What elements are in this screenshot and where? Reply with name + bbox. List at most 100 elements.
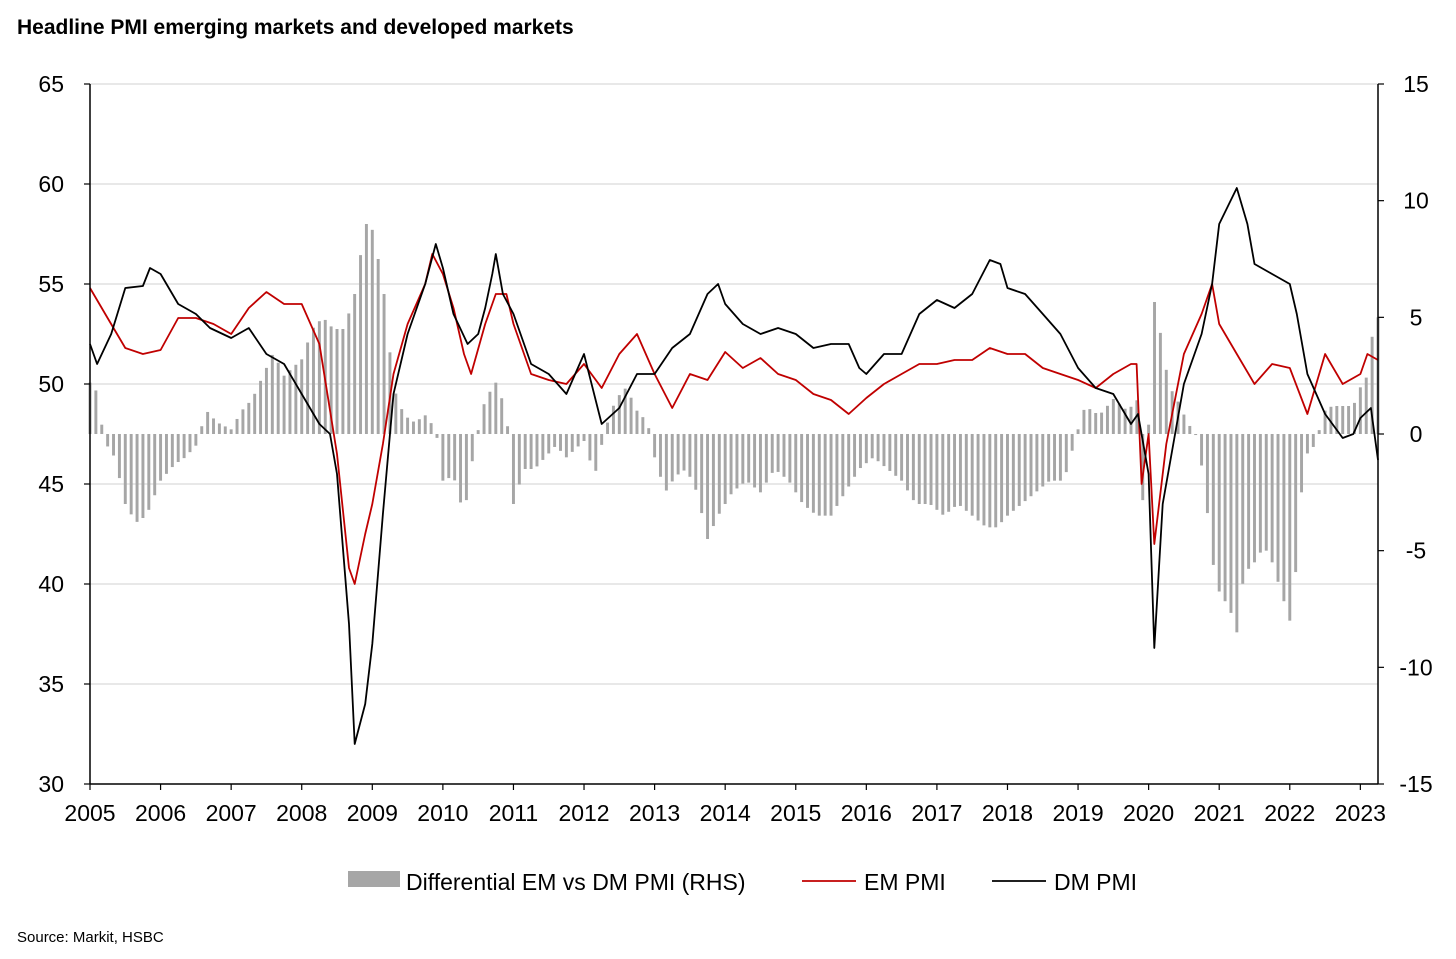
diff-bar xyxy=(811,434,815,513)
diff-bar xyxy=(1282,434,1286,602)
diff-bar xyxy=(1006,434,1009,516)
diff-bar xyxy=(823,434,827,516)
diff-bar xyxy=(900,434,904,481)
diff-bar xyxy=(206,411,210,434)
diff-bar xyxy=(394,393,398,434)
diff-bar xyxy=(735,434,739,489)
diff-bar xyxy=(817,434,821,516)
y-left-tick-label: 65 xyxy=(38,71,64,97)
diff-bar xyxy=(435,434,439,438)
diff-bar xyxy=(300,359,304,434)
diff-bar xyxy=(276,362,280,434)
y-left-tick-label: 40 xyxy=(38,571,64,597)
diff-bar xyxy=(406,417,410,434)
y-right-tick-label: -5 xyxy=(1406,538,1426,564)
diff-bar xyxy=(923,434,927,504)
x-tick-label: 2013 xyxy=(629,800,680,826)
x-tick-label: 2016 xyxy=(841,800,892,826)
diff-bar xyxy=(1188,425,1192,434)
diff-bar xyxy=(223,426,227,434)
diff-bar xyxy=(1200,434,1204,466)
diff-bar xyxy=(94,390,98,434)
diff-bar xyxy=(982,434,986,526)
diff-bar xyxy=(288,370,292,434)
line-series xyxy=(89,187,1379,745)
diff-bar xyxy=(1158,332,1162,434)
x-tick-label: 2021 xyxy=(1194,800,1245,826)
diff-bar xyxy=(753,434,757,488)
diff-bar xyxy=(806,434,809,508)
x-tick-label: 2005 xyxy=(64,800,115,826)
legend-label-dm: DM PMI xyxy=(1054,869,1137,895)
diff-bar xyxy=(1323,410,1327,434)
diff-bar xyxy=(1205,434,1209,514)
diff-bar xyxy=(523,434,527,469)
diff-bar xyxy=(688,434,692,477)
diff-bar xyxy=(617,395,621,434)
diff-bar xyxy=(1082,409,1086,434)
diff-bar xyxy=(341,329,345,434)
diff-bar xyxy=(770,434,774,473)
diff-bar xyxy=(1258,434,1262,553)
diff-bar xyxy=(1153,302,1156,434)
diff-bar xyxy=(1094,413,1098,434)
diff-bar xyxy=(782,434,786,477)
diff-bar xyxy=(659,434,662,477)
x-tick-label: 2012 xyxy=(558,800,609,826)
diff-bar xyxy=(1194,434,1198,436)
y-right-tick-label: -10 xyxy=(1399,654,1432,680)
diff-bar xyxy=(123,434,127,504)
diff-bar xyxy=(217,423,221,434)
diff-bar xyxy=(1111,399,1115,434)
diff-bar xyxy=(423,415,427,434)
x-tick-label: 2023 xyxy=(1335,800,1386,826)
diff-bar xyxy=(611,405,615,434)
diff-bar xyxy=(294,364,298,434)
diff-bar xyxy=(1088,409,1092,434)
diff-bar xyxy=(694,434,698,490)
diff-bar xyxy=(553,434,557,447)
diff-bar xyxy=(1182,414,1186,434)
diff-bar xyxy=(682,434,686,471)
y-right-tick-label: 0 xyxy=(1410,421,1423,447)
diff-bar xyxy=(1241,434,1245,584)
diff-bar xyxy=(906,434,909,491)
diff-bar xyxy=(958,434,962,506)
diff-bar xyxy=(711,434,715,527)
diff-bar xyxy=(1058,434,1062,481)
diff-bar xyxy=(970,434,974,516)
diff-bar xyxy=(1329,406,1333,434)
diff-bar xyxy=(1270,434,1274,563)
diff-bar xyxy=(429,423,433,434)
diff-bar xyxy=(159,434,163,481)
diff-bar xyxy=(117,434,121,479)
diff-bar xyxy=(917,434,921,504)
diff-bar xyxy=(764,434,768,483)
grid-layer xyxy=(90,83,1378,685)
diff-bar xyxy=(359,255,363,434)
x-tick-label: 2019 xyxy=(1052,800,1103,826)
diff-bar xyxy=(1011,434,1015,511)
diff-bar xyxy=(1235,434,1239,633)
legend-label-differential: Differential EM vs DM PMI (RHS) xyxy=(406,869,746,895)
diff-bar xyxy=(447,434,451,479)
x-tick-label: 2006 xyxy=(135,800,186,826)
diff-bar xyxy=(470,434,474,462)
diff-bar xyxy=(1141,434,1145,501)
diff-bar xyxy=(129,434,133,515)
diff-bar xyxy=(653,434,657,458)
diff-bar xyxy=(1300,434,1304,493)
x-tick-label: 2008 xyxy=(276,800,327,826)
diff-bar xyxy=(894,434,898,476)
diff-bar xyxy=(576,434,580,447)
diff-bar xyxy=(476,430,480,434)
diff-bar xyxy=(147,434,151,510)
x-tick-label: 2015 xyxy=(770,800,821,826)
diff-bar xyxy=(412,421,415,434)
diff-bar xyxy=(1305,434,1309,454)
diff-bar xyxy=(794,434,798,493)
diff-bar xyxy=(1105,405,1109,434)
diff-bar xyxy=(488,391,492,434)
x-tick-label: 2018 xyxy=(982,800,1033,826)
diff-bar xyxy=(1000,434,1004,523)
